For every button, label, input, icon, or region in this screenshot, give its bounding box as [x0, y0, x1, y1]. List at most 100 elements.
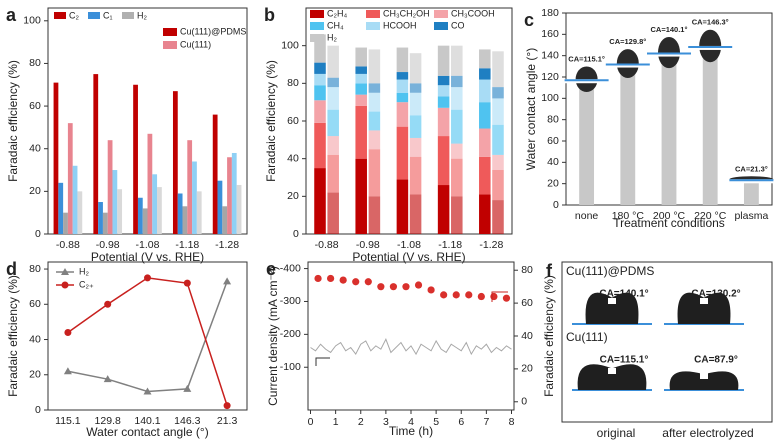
- point: [327, 274, 335, 283]
- x-axis-label: Potential (V vs. RHE): [352, 250, 465, 264]
- point: [377, 283, 385, 291]
- bar-segment: [492, 51, 504, 88]
- droplet: [669, 371, 739, 390]
- bar-segment: [409, 53, 422, 84]
- bar-segment: [327, 77, 339, 88]
- legend-swatch: [366, 10, 380, 18]
- x-tick-label: 146.3: [174, 415, 200, 427]
- x-tick-label: 5: [433, 416, 439, 428]
- bar: [743, 182, 759, 205]
- bar: [72, 165, 78, 234]
- bar: [147, 133, 153, 234]
- bar-segment: [479, 68, 491, 80]
- point: [452, 291, 460, 299]
- legend-swatch: [310, 22, 324, 30]
- legend-label: H₂: [327, 32, 337, 42]
- bar-segment: [451, 158, 463, 197]
- point: [477, 292, 485, 301]
- y-tick-label: 60: [547, 135, 559, 147]
- x-tick-label: -1.08: [397, 239, 421, 251]
- y-tick-label: 0: [35, 404, 41, 416]
- point: [364, 278, 372, 286]
- x-tick-label: 21.3: [217, 415, 238, 427]
- legend-label: CH₃CH₂OH: [383, 8, 430, 18]
- bar-segment: [314, 34, 326, 63]
- y-tick-label: 60: [29, 298, 41, 310]
- value-label: CA=21.3°: [735, 164, 768, 173]
- y-tick-label: 60: [29, 100, 41, 112]
- x-axis-label: Time (h): [389, 424, 433, 438]
- bar: [196, 191, 202, 234]
- x-tick-label: -0.98: [96, 239, 120, 251]
- bar: [133, 84, 138, 234]
- y-axis-label: Water contact angle (°): [524, 48, 538, 170]
- x-axis-label: Water contact angle (°): [86, 425, 208, 439]
- y-axis-label: Faradaic efficiency (%): [264, 60, 278, 182]
- bar-segment: [479, 79, 491, 103]
- x-tick-label: 4: [408, 416, 414, 428]
- legend-swatch: [122, 12, 134, 19]
- x-tick-label: 115.1: [55, 415, 81, 427]
- bar: [137, 197, 143, 234]
- bar-segment: [492, 87, 504, 99]
- bar-segment: [355, 73, 367, 84]
- y-tick-label: 20: [287, 190, 299, 202]
- legend-label: Cu(111): [180, 39, 211, 49]
- x-tick-label: -1.28: [215, 239, 239, 251]
- bar: [192, 161, 197, 234]
- bar-segment: [327, 45, 339, 78]
- legend-swatch: [366, 22, 380, 30]
- bar-segment: [409, 115, 422, 138]
- droplet: [585, 292, 639, 324]
- panel-label: b: [264, 5, 275, 25]
- bar-segment: [437, 45, 450, 76]
- bar-segment: [396, 47, 409, 73]
- y-tick-label: 40: [287, 152, 299, 164]
- x-tick-label: 7: [483, 416, 489, 428]
- y-tick-label: 180: [541, 7, 559, 19]
- bar-segment: [396, 92, 409, 103]
- y-tick-label: 160: [541, 28, 559, 40]
- bar: [77, 191, 83, 234]
- bar: [67, 123, 73, 234]
- bar: [236, 184, 242, 234]
- legend-label: Cu(111)@PDMS: [180, 26, 246, 36]
- legend-label: C₂₊: [79, 279, 94, 289]
- bar-segment: [396, 179, 409, 234]
- point: [389, 283, 398, 291]
- point: [63, 367, 72, 375]
- value-label: CA=146.3°: [692, 18, 729, 27]
- x-axis-label: Potential (V vs. RHE): [91, 250, 204, 264]
- value-label: CA=115.1°: [568, 54, 605, 63]
- x-tick-label: 2: [358, 416, 364, 428]
- point: [223, 277, 232, 285]
- bar-segment: [314, 168, 326, 234]
- bar-segment: [437, 85, 450, 97]
- bar-segment: [327, 192, 339, 234]
- x-tick-label: -1.28: [479, 239, 503, 251]
- bar-segment: [355, 66, 367, 74]
- point: [339, 276, 347, 284]
- legend-swatch: [163, 41, 177, 49]
- x-tick-label: none: [575, 210, 599, 222]
- bar: [231, 152, 237, 234]
- panel-label: c: [524, 10, 534, 30]
- y-tick-label: 80: [29, 57, 41, 69]
- bar-segment: [314, 122, 326, 169]
- photo-panel: [561, 261, 773, 423]
- series-line: [310, 338, 512, 356]
- y2-axis-label: Faradaic efficiency (%): [542, 275, 556, 397]
- bar: [58, 182, 64, 234]
- value-label: CA=140.1°: [651, 25, 688, 34]
- column-label: original: [597, 426, 636, 440]
- y-tick-label: 20: [521, 363, 533, 375]
- x-tick-label: 6: [458, 416, 464, 428]
- point: [183, 384, 192, 392]
- bar-segment: [479, 128, 491, 157]
- y-tick-label: -200: [280, 328, 301, 340]
- bar-segment: [451, 196, 463, 234]
- bar-segment: [492, 124, 504, 155]
- bar-segment: [492, 154, 504, 170]
- y-tick-label: 20: [29, 369, 41, 381]
